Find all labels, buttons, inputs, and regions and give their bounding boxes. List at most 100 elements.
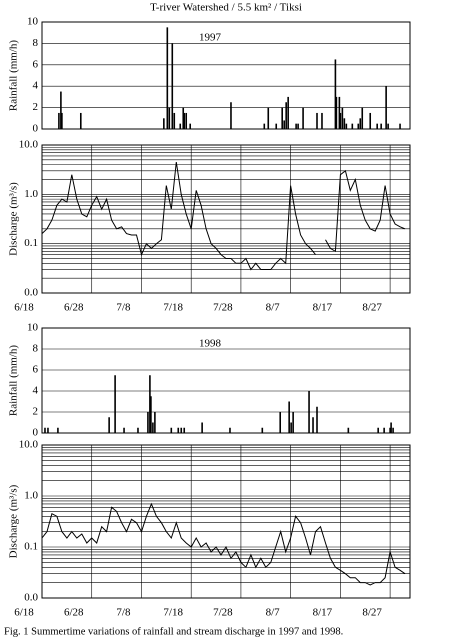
bar [279, 412, 282, 433]
y-axis-label: Discharge (m³/s) [8, 182, 20, 256]
y-tick-label: 1.0 [24, 490, 38, 502]
bar [229, 427, 231, 433]
caption: Fig. 1 Summertime variations of rainfall… [4, 626, 343, 637]
bar [152, 422, 154, 433]
bar [392, 427, 394, 433]
bar [179, 123, 182, 129]
year-label: 1998 [199, 338, 222, 350]
bar [389, 427, 391, 433]
bar [182, 107, 185, 129]
bar [361, 107, 364, 129]
bar [399, 123, 401, 129]
bar [201, 422, 203, 433]
y-tick-label: 10.0 [19, 439, 39, 451]
bar [385, 86, 387, 129]
bar [183, 427, 186, 433]
bar [137, 427, 139, 433]
bar [292, 412, 294, 433]
bar [177, 427, 180, 433]
y-tick-label: 4 [33, 385, 39, 397]
y-tick-label: 0.1 [24, 237, 38, 249]
plot-frame [41, 144, 411, 294]
y-tick-label: 10 [27, 322, 39, 334]
bar [168, 107, 171, 129]
bar [380, 123, 382, 129]
bar [377, 427, 379, 433]
bar [170, 427, 173, 433]
y-tick-label: 4 [33, 80, 39, 92]
plot-frame [41, 444, 411, 599]
bar [383, 427, 385, 433]
bar [345, 123, 348, 129]
bar [308, 391, 310, 433]
bar [47, 427, 49, 433]
y-tick-label: 1.0 [24, 188, 38, 200]
bar [185, 112, 188, 129]
bar [341, 107, 344, 129]
y-tick-label: 0.1 [24, 541, 38, 553]
y-axis-label: Rainfall (mm/h) [8, 40, 20, 112]
discharge-line [325, 169, 406, 253]
bar [302, 107, 304, 129]
bar [108, 417, 110, 433]
bar [58, 112, 60, 129]
bar [295, 123, 297, 129]
x-tick-label: 6/28 [64, 607, 84, 619]
bar [150, 396, 152, 433]
bar [183, 112, 186, 129]
bar [189, 123, 191, 129]
bar [287, 96, 289, 129]
y-tick-label: 0.0 [24, 287, 38, 299]
x-tick-label: 7/18 [163, 607, 183, 619]
x-tick-label: 7/28 [213, 302, 233, 314]
x-tick-label: 7/8 [116, 607, 131, 619]
y-axis-label: Rainfall (mm/h) [8, 345, 20, 417]
bar [173, 112, 176, 129]
bar [147, 412, 149, 433]
x-tick-label: 8/7 [266, 607, 281, 619]
plot-frame [41, 327, 411, 434]
bar [316, 112, 318, 129]
bar [114, 375, 116, 433]
plot-frame [41, 21, 411, 130]
bar [123, 427, 125, 433]
bar [312, 417, 314, 433]
x-tick-label: 8/27 [362, 607, 382, 619]
x-tick-label: 8/17 [313, 607, 333, 619]
bar [285, 102, 287, 129]
bar [338, 96, 341, 129]
bar [351, 123, 354, 129]
x-tick-label: 6/18 [14, 607, 34, 619]
y-tick-label: 6 [33, 58, 39, 70]
x-tick-label: 6/28 [64, 302, 84, 314]
bar [60, 91, 62, 129]
bar [230, 102, 232, 129]
bar [263, 123, 266, 129]
y-tick-label: 10 [27, 16, 39, 28]
bar [154, 412, 156, 433]
x-tick-label: 8/7 [266, 302, 281, 314]
bar [180, 427, 183, 433]
bar [288, 401, 290, 433]
y-tick-label: 0.0 [24, 592, 38, 604]
bar [166, 27, 169, 130]
bar [357, 123, 360, 129]
bar [343, 118, 346, 129]
x-tick-label: 7/18 [163, 302, 183, 314]
y-tick-label: 8 [33, 343, 39, 355]
bar [359, 118, 362, 129]
y-axis-label: Discharge (m³/s) [8, 484, 20, 558]
year-label: 1997 [199, 32, 222, 44]
bar [297, 123, 299, 129]
bar [334, 59, 337, 130]
bar [61, 112, 63, 129]
bar [79, 112, 82, 129]
discharge-line [41, 162, 316, 271]
bar [339, 112, 342, 129]
bar [261, 427, 264, 433]
bar [376, 123, 378, 129]
bar [171, 43, 174, 129]
y-tick-label: 8 [33, 37, 39, 49]
bar [290, 422, 292, 433]
